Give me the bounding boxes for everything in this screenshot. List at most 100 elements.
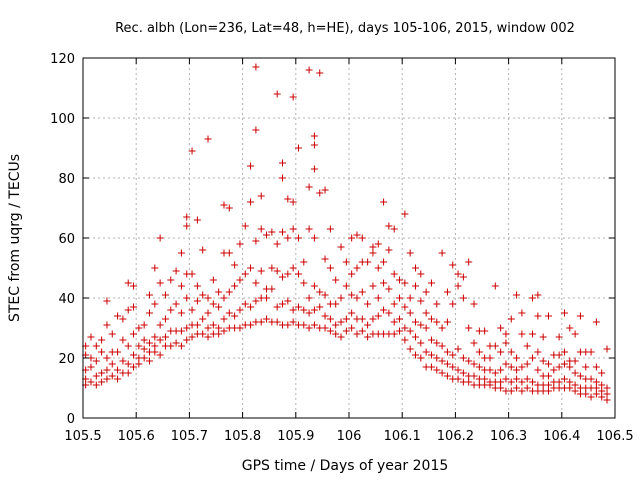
- data-point: [316, 303, 324, 311]
- data-point: [449, 261, 457, 269]
- data-point: [358, 327, 366, 335]
- data-point: [289, 264, 297, 272]
- data-point: [284, 234, 292, 242]
- data-point: [183, 222, 191, 230]
- data-point: [114, 312, 122, 320]
- data-point: [497, 348, 505, 356]
- data-point: [427, 336, 435, 344]
- data-point: [417, 270, 425, 278]
- data-point: [364, 321, 372, 329]
- data-point: [374, 294, 382, 302]
- data-point: [475, 348, 483, 356]
- data-point: [321, 324, 329, 332]
- data-point: [337, 243, 345, 251]
- data-point: [422, 309, 430, 317]
- data-point: [310, 282, 318, 290]
- data-point: [513, 384, 521, 392]
- data-point: [454, 375, 462, 383]
- data-point: [305, 294, 313, 302]
- data-point: [560, 375, 568, 383]
- data-point: [396, 294, 404, 302]
- data-point: [545, 372, 552, 380]
- data-point: [177, 249, 185, 257]
- data-point: [518, 363, 526, 371]
- data-point: [545, 387, 552, 395]
- data-point: [300, 306, 308, 314]
- data-point: [167, 276, 175, 284]
- data-point: [92, 381, 100, 389]
- data-point: [135, 324, 143, 332]
- data-point: [427, 315, 435, 323]
- data-point: [518, 330, 526, 338]
- data-point: [294, 234, 302, 242]
- data-point: [502, 339, 510, 347]
- data-point: [465, 357, 473, 365]
- data-point: [571, 369, 579, 377]
- data-point: [119, 357, 127, 365]
- data-point: [103, 366, 111, 374]
- data-point: [146, 357, 153, 365]
- data-point: [470, 372, 478, 380]
- data-point: [310, 141, 318, 149]
- data-point: [156, 336, 164, 344]
- data-point: [326, 327, 334, 335]
- data-point: [582, 363, 590, 371]
- data-point: [401, 336, 409, 344]
- ticks-layer: [82, 57, 616, 419]
- data-point: [199, 315, 207, 323]
- data-point: [385, 222, 393, 230]
- data-point: [151, 264, 159, 272]
- data-point: [438, 342, 446, 350]
- data-point: [401, 210, 409, 218]
- data-point: [167, 306, 175, 314]
- data-point: [534, 348, 542, 356]
- data-point: [443, 372, 451, 380]
- data-point: [507, 387, 515, 395]
- data-point: [603, 396, 611, 404]
- data-point: [454, 270, 462, 278]
- data-point: [364, 333, 372, 341]
- data-point: [305, 66, 313, 74]
- data-point: [598, 393, 606, 401]
- data-point: [257, 318, 265, 326]
- data-point: [236, 324, 244, 332]
- data-point: [497, 366, 505, 374]
- data-point: [225, 309, 233, 317]
- data-point: [353, 264, 361, 272]
- data-point: [555, 363, 563, 371]
- data-point: [523, 384, 531, 392]
- x-tick-label: 106.4: [543, 429, 580, 444]
- data-point: [417, 321, 425, 329]
- data-point: [427, 351, 435, 359]
- data-point: [470, 300, 478, 308]
- data-point: [380, 279, 388, 287]
- data-point: [454, 282, 462, 290]
- data-point: [406, 294, 414, 302]
- data-point: [438, 369, 446, 377]
- data-point: [342, 258, 350, 266]
- x-tick-label: 105.7: [171, 429, 208, 444]
- data-point: [204, 294, 212, 302]
- data-point: [92, 357, 100, 365]
- data-point: [433, 354, 441, 362]
- data-point: [443, 348, 451, 356]
- data-point: [124, 306, 132, 314]
- data-point: [151, 333, 159, 341]
- data-point: [406, 309, 414, 317]
- data-point: [390, 318, 398, 326]
- data-point: [316, 288, 324, 296]
- data-point: [268, 228, 276, 236]
- x-tick-label: 105.8: [224, 429, 261, 444]
- data-point: [140, 336, 148, 344]
- data-point: [353, 294, 361, 302]
- data-point: [598, 387, 606, 395]
- data-point: [225, 204, 233, 212]
- data-point: [305, 309, 313, 317]
- data-point: [353, 231, 361, 239]
- data-point: [337, 318, 345, 326]
- data-point: [369, 282, 377, 290]
- data-point: [449, 363, 457, 371]
- data-point: [188, 270, 196, 278]
- data-point: [193, 321, 201, 329]
- data-point: [172, 267, 180, 275]
